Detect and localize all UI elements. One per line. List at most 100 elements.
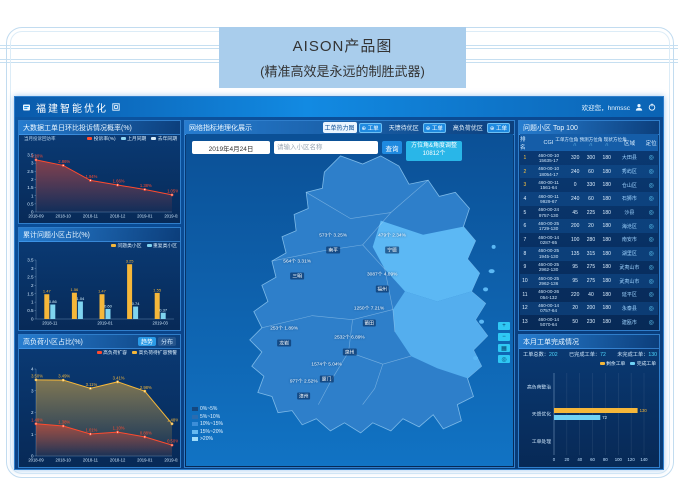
cell-angle: 180 xyxy=(602,264,611,271)
cell-angle: 180 xyxy=(602,278,611,285)
work-order-chip[interactable]: ⊕ 工单 xyxy=(358,122,382,133)
legend-item[interactable]: 去年同期 xyxy=(151,135,177,142)
svg-text:1.55: 1.55 xyxy=(153,287,162,292)
table-row[interactable]: 9 460-00-25 2962-130 95 275 180 武夷山市 ◎ xyxy=(520,261,658,275)
svg-text:0: 0 xyxy=(31,210,34,215)
cell-angle: 180 xyxy=(602,223,611,230)
locate-icon[interactable]: ◎ xyxy=(648,237,654,244)
table-row[interactable]: 13 460-00-14 5070-64 50 230 180 建瓯市 ◎ xyxy=(520,315,658,329)
panel-map: 网络指标地理化展示 工单热力图 ⊕ 工单 天馈待优区 ⊕ 工单 高负荷优区 ⊕ 工单 xyxy=(184,120,515,468)
welcome-text: 欢迎您，hnmssc xyxy=(581,105,630,112)
table-row[interactable]: 7 460-00-14 0287-65 100 280 180 南安市 ◎ xyxy=(520,233,658,247)
locate-icon[interactable]: ◎ xyxy=(648,278,654,285)
locate-icon[interactable]: ◎ xyxy=(648,196,654,203)
map-tab-3[interactable]: 高负荷优区 ⊕ 工单 xyxy=(451,122,510,133)
tab-distribution[interactable]: 分布 xyxy=(157,337,176,346)
locate-icon[interactable]: ◎ xyxy=(648,305,654,312)
svg-text:0: 0 xyxy=(31,317,34,322)
svg-text:2: 2 xyxy=(31,177,34,182)
svg-text:1.05%: 1.05% xyxy=(167,189,178,194)
work-orders-chart[interactable]: 0 20 40 60 80 100 120 140 高负荷整治 天馈优化 130 72 工单处理 xyxy=(521,369,657,465)
svg-text:0.50%: 0.50% xyxy=(167,439,178,444)
high-load-chart[interactable]: 0 1 2 3 4 2018-09 2018-10 2018-11 2018-12 2019-01… xyxy=(21,357,180,465)
cell-rank: 8 xyxy=(523,250,527,257)
svg-text:1.48%: 1.48% xyxy=(167,417,178,422)
exit-icon[interactable] xyxy=(112,103,120,111)
table-row[interactable]: 12 460-00-14 0757-64 20 200 180 永泰县 ◎ xyxy=(520,301,658,316)
axis-note: 当月投诉回访率 xyxy=(24,136,56,141)
cell-cgi: 460-00-14 5070-64 xyxy=(538,316,560,328)
svg-text:0.37: 0.37 xyxy=(159,307,168,312)
col-rank: 排名 xyxy=(520,136,526,151)
cell-angle: 230 xyxy=(586,319,596,326)
svg-text:3.5: 3.5 xyxy=(27,258,34,263)
table-row[interactable]: 2 460-00-10 18054-17 240 60 180 秀屿区 ◎ xyxy=(520,164,658,179)
cell-angle: 180 xyxy=(602,154,611,161)
cell-rank: 11 xyxy=(522,291,528,298)
work-order-chip[interactable]: ⊕ 工单 xyxy=(422,122,446,133)
locate-icon[interactable]: ◎ xyxy=(648,292,654,299)
table-row[interactable]: 11 460-00-26 054-132 220 40 180 延平区 ◎ xyxy=(520,288,658,302)
locate-icon[interactable]: ◎ xyxy=(648,223,654,230)
legend-item[interactable]: 投诉率(%) xyxy=(87,135,116,142)
date-input[interactable]: 2019年4月24日 xyxy=(192,141,270,154)
table-row[interactable]: 8 460-00-25 1945-130 135 315 180 湖里区 ◎ xyxy=(520,246,658,261)
table-row[interactable]: 4 460-00-11 9929-67 240 60 180 石狮市 ◎ xyxy=(520,192,658,206)
map-tool-zoom-out-button[interactable]: − xyxy=(498,333,510,341)
legend-item[interactable]: 完成工单 xyxy=(630,360,656,367)
search-input[interactable] xyxy=(274,141,378,154)
locate-icon[interactable]: ◎ xyxy=(648,169,654,176)
cell-angle: 0 xyxy=(573,182,577,189)
page-subtitle: (精准高效是永远的制胜武器) xyxy=(260,64,425,79)
complaint-trend-chart[interactable]: 0 0.5 1 1.5 2 2.5 3 3.5 2018-09 2018-10 2018-11 201… xyxy=(21,143,180,221)
svg-text:1.66%: 1.66% xyxy=(113,179,125,184)
angle-adjust-button[interactable]: 方位角&角度调整 10812个 xyxy=(406,141,463,161)
svg-text:3.11%: 3.11% xyxy=(86,382,98,387)
map-tab-2[interactable]: 天馈待优区 ⊕ 工单 xyxy=(387,122,446,133)
islands xyxy=(472,244,496,361)
search-button[interactable]: 查询 xyxy=(382,141,402,154)
legend-item[interactable]: 剩余工单 xyxy=(599,360,625,367)
power-icon[interactable] xyxy=(648,103,656,111)
dashboard-body: 大数据工单日环比投诉情况概率(%) 当月投诉回访率 投诉率(%) 上月同期 去年同期… xyxy=(15,117,663,471)
work-order-chip[interactable]: ⊕ 工单 xyxy=(486,122,510,133)
locate-icon[interactable]: ◎ xyxy=(648,264,654,271)
problem-cells-chart[interactable]: 0 0.5 1 1.5 2 2.5 3 3.5 2018-11 2019-01 2019-03 1.4… xyxy=(21,250,178,328)
tab-trend[interactable]: 趋势 xyxy=(137,337,156,346)
map-area[interactable]: 2019年4月24日 查询 方位角&角度调整 10812个 573个 3.25%… xyxy=(186,134,513,466)
cell-angle: 225 xyxy=(586,209,596,216)
legend-item[interactable]: 问题类小区 xyxy=(111,242,142,249)
legend-item[interactable]: 上月同期 xyxy=(120,135,146,142)
table-row[interactable]: 3 460-00-11 1561-64 0 330 180 仓山区 ◎ xyxy=(520,178,658,192)
table-row[interactable]: 10 460-00-25 2962-136 95 275 180 武夷山市 ◎ xyxy=(520,274,658,288)
map-tool-layers-button[interactable]: ▦ xyxy=(498,344,510,352)
map-tab-1[interactable]: 工单热力图 ⊕ 工单 xyxy=(322,122,382,133)
locate-icon[interactable]: ◎ xyxy=(648,319,654,326)
table-row[interactable]: 6 460-00-25 1729-130 200 20 180 海沧区 ◎ xyxy=(520,219,658,234)
svg-text:3.20%: 3.20% xyxy=(31,153,43,158)
map-tool-locate-button[interactable]: ◎ xyxy=(498,355,510,363)
table-row[interactable]: 5 460-00-24 9757-130 45 225 180 沙县 ◎ xyxy=(520,206,658,220)
fujian-map[interactable] xyxy=(186,134,513,466)
locate-icon[interactable]: ◎ xyxy=(648,182,654,189)
locate-icon[interactable]: ◎ xyxy=(648,210,654,217)
panel-problem-cells: 累计问题小区占比(%) 问题类小区 重复类小区 0 0.5 1 1.5 2 2.5 3 3.5 2… xyxy=(18,227,181,331)
user-icon[interactable] xyxy=(635,103,643,111)
svg-text:1.5: 1.5 xyxy=(27,185,34,190)
svg-text:3.49%: 3.49% xyxy=(58,374,70,379)
cell-region: 延平区 xyxy=(621,292,637,299)
table-row[interactable]: 1 460-00-10 15635-17 320 300 180 大田县 ◎ xyxy=(520,151,658,165)
svg-text:1.38%: 1.38% xyxy=(58,420,70,425)
svg-text:工单处理: 工单处理 xyxy=(532,438,551,445)
svg-text:1.47: 1.47 xyxy=(98,289,107,294)
cell-region: 建瓯市 xyxy=(621,319,637,326)
legend-item[interactable]: 高负荷扩容 xyxy=(96,349,127,356)
legend-item[interactable]: 重复类小区 xyxy=(146,242,177,249)
locate-icon[interactable]: ◎ xyxy=(648,251,654,258)
cell-region: 大田县 xyxy=(621,155,637,162)
legend-item[interactable]: 高负荷待扩容预警 xyxy=(132,349,177,356)
map-tool-zoom-in-button[interactable]: + xyxy=(498,322,510,330)
svg-text:天馈优化: 天馈优化 xyxy=(532,411,551,418)
cell-region: 石狮市 xyxy=(621,196,637,203)
locate-icon[interactable]: ◎ xyxy=(648,155,654,162)
